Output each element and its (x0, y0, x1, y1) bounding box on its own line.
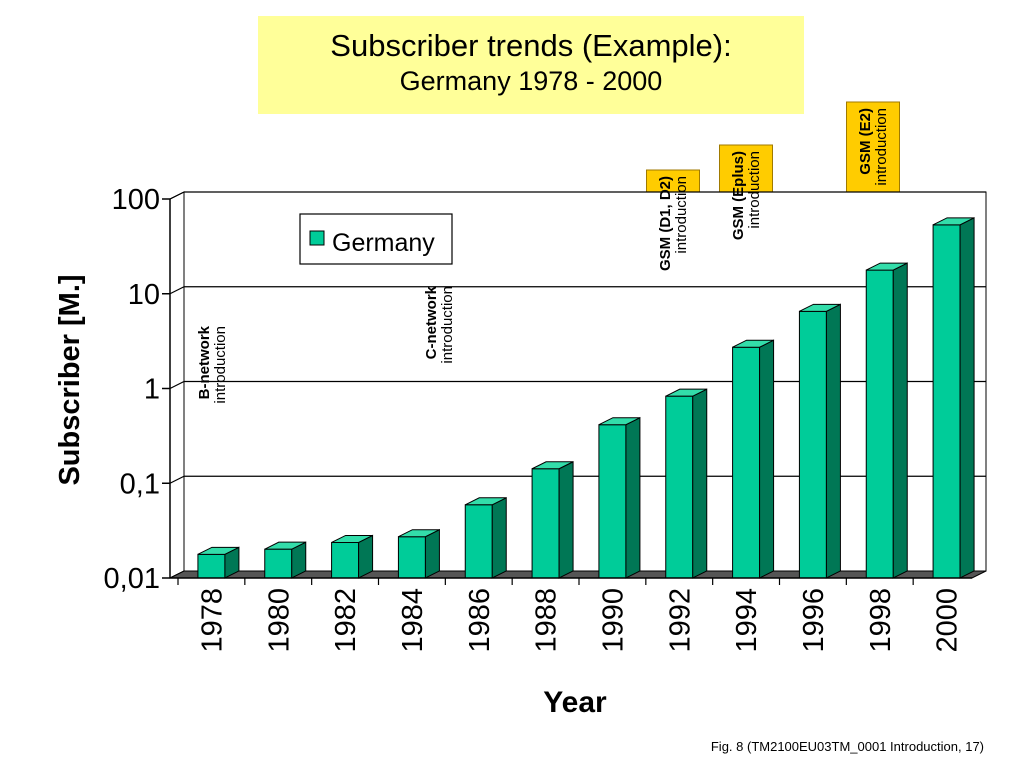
bar (531, 460, 574, 579)
legend-label: Germany (332, 229, 435, 257)
annotation-label: B-network introduction (196, 325, 229, 403)
bar (598, 416, 641, 579)
figure-caption: Fig. 8 (TM2100EU03TM_0001 Introduction, … (710, 739, 984, 754)
x-tick-label: 1994 (731, 588, 763, 653)
gridline-side (169, 380, 185, 390)
y-tick-label: 1 (144, 374, 160, 406)
bar-front (464, 504, 493, 579)
y-tick-label: 100 (112, 184, 160, 216)
bar-front (865, 269, 894, 579)
annotation-label-normal: introduction (873, 108, 890, 186)
bar-side (692, 388, 708, 579)
y-tick-label: 10 (128, 279, 160, 311)
annotation-label: C-network introduction (423, 285, 456, 363)
bar-side (892, 262, 908, 579)
annotation-label: GSM (D1, D2) introduction (657, 176, 690, 271)
bar-side (825, 303, 841, 579)
annotation-label-normal: introduction (212, 326, 229, 404)
grid (169, 191, 987, 579)
bar-front (665, 395, 694, 579)
bar (331, 534, 374, 579)
y-tick-label: 0,1 (120, 468, 160, 500)
annotation-label-normal: introduction (746, 151, 763, 229)
bar-side (959, 217, 975, 579)
x-tick-label: 1978 (196, 588, 228, 653)
bar-top (331, 534, 373, 543)
bar (397, 528, 440, 579)
bar-top (197, 546, 240, 555)
bar-top (732, 339, 774, 348)
x-tick-label: 1984 (397, 588, 429, 653)
gridline-side (169, 191, 185, 200)
bar-front (798, 310, 827, 579)
x-axis-label: Year (543, 686, 607, 719)
legend: Germany (299, 213, 453, 265)
bar-front (932, 224, 961, 579)
bar-front (197, 553, 226, 579)
bar (197, 546, 240, 579)
bar-top (665, 388, 707, 397)
x-tick-label: 2000 (932, 588, 964, 653)
bar (732, 339, 775, 579)
bar-front (397, 536, 426, 579)
annotation-label: GSM (Eplus) introduction (730, 151, 763, 240)
bar-side (491, 496, 507, 579)
bar-side (424, 528, 440, 579)
bar-side (558, 460, 574, 579)
x-tick-label: 1992 (664, 588, 696, 653)
bar-front (264, 548, 293, 579)
x-tick-label: 1980 (263, 588, 295, 653)
bar-top (264, 541, 306, 550)
legend-box (299, 213, 453, 265)
bar (665, 388, 708, 579)
bar (798, 303, 841, 579)
bar-top (531, 461, 574, 470)
gridline-side (169, 475, 185, 484)
bar (865, 262, 908, 579)
bar-top (398, 529, 440, 538)
y-tick-label: 0,01 (104, 563, 160, 595)
title-box: Subscriber trends (Example): Germany 197… (258, 16, 804, 114)
annotation-label: GSM (E2) introduction (857, 108, 890, 186)
bar (464, 496, 507, 579)
annotation-label-normal: introduction (439, 286, 456, 364)
bar-front (598, 424, 627, 579)
x-tick-label: 1998 (865, 588, 897, 653)
annotation-label-bold: C-network (423, 285, 440, 359)
annotation-label-bold: GSM (E2) (857, 108, 874, 175)
x-tick-label: 1990 (597, 588, 629, 653)
gridline-side (169, 286, 185, 295)
annotation-label-normal: introduction (673, 176, 690, 254)
chart-title: Subscriber trends (Example): (330, 28, 732, 63)
bar-top (465, 497, 507, 506)
bar-front (732, 346, 761, 579)
x-tick-label: 1996 (798, 588, 830, 653)
axes: 0,01 0,1 1 10 100 1978 1980 1982 1984 1986 1988 199… (104, 184, 972, 653)
annotation-label-bold: B-network (196, 325, 213, 399)
bar-top (866, 262, 908, 271)
bar (264, 541, 307, 579)
chart-subtitle: Germany 1978 - 2000 (399, 66, 663, 96)
bar-front (331, 541, 360, 579)
bar-side (625, 416, 641, 579)
bar-front (531, 468, 560, 579)
legend-swatch (309, 230, 325, 246)
bar-top (799, 303, 841, 312)
x-tick-label: 1982 (330, 588, 362, 653)
bar-top (932, 217, 975, 226)
y-axis-label: Subscriber [M.] (54, 274, 86, 485)
x-tick-label: 1988 (531, 588, 563, 653)
annotation-label-bold: GSM (Eplus) (730, 151, 747, 240)
annotation-label-bold: GSM (D1, D2) (657, 176, 674, 271)
x-tick-label: 1986 (464, 588, 496, 653)
bar-side (759, 339, 775, 579)
bar-top (598, 417, 641, 426)
bars (197, 217, 975, 579)
bar (932, 217, 975, 579)
